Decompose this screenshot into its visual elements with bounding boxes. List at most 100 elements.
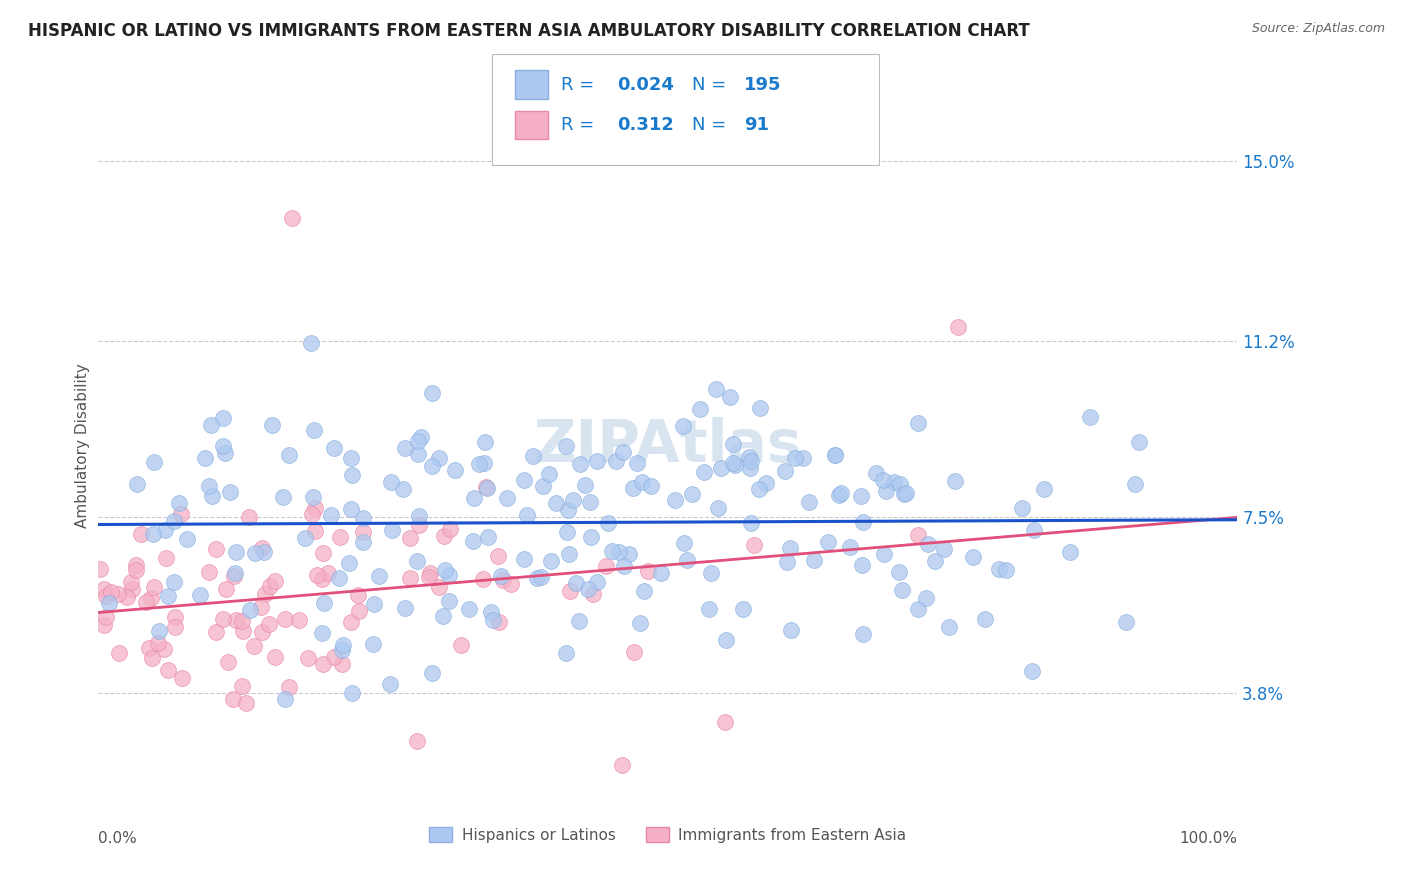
Point — [394, 441, 416, 455]
Point — [332, 639, 354, 653]
Point — [380, 475, 402, 489]
Point — [297, 651, 319, 665]
Point — [107, 646, 129, 660]
Point — [316, 566, 339, 581]
Point — [381, 523, 404, 537]
Point — [875, 483, 897, 498]
Text: N =: N = — [692, 76, 731, 94]
Point — [1059, 545, 1081, 559]
Point — [472, 456, 495, 470]
Point — [824, 448, 846, 462]
Point — [924, 554, 946, 568]
Point — [143, 580, 166, 594]
Point — [883, 475, 905, 490]
Point — [301, 507, 323, 521]
Point — [142, 526, 165, 541]
Point — [724, 458, 747, 473]
Point — [398, 571, 420, 585]
Point — [212, 439, 235, 453]
Point — [238, 603, 260, 617]
Point — [733, 601, 755, 615]
Point — [235, 696, 257, 710]
Point — [294, 531, 316, 545]
Point — [479, 605, 502, 619]
Point — [987, 561, 1010, 575]
Point — [340, 468, 363, 483]
Point — [222, 691, 245, 706]
Point — [740, 516, 762, 530]
Point — [824, 448, 846, 462]
Point — [311, 626, 333, 640]
Point — [205, 624, 228, 639]
Point — [406, 434, 429, 448]
Point — [245, 546, 267, 560]
Point — [163, 514, 186, 528]
Point — [352, 534, 374, 549]
Point — [433, 564, 456, 578]
Point — [212, 411, 235, 425]
Point — [155, 551, 177, 566]
Point — [681, 487, 703, 501]
Point — [689, 402, 711, 417]
Point — [89, 562, 111, 576]
Point — [799, 495, 821, 509]
Point — [135, 595, 157, 609]
Point — [339, 450, 361, 465]
Point — [302, 423, 325, 437]
Point — [907, 417, 929, 431]
Point — [263, 649, 285, 664]
Point — [222, 569, 245, 583]
Point — [304, 501, 326, 516]
Point — [779, 623, 801, 637]
Point — [205, 541, 228, 556]
Point — [323, 441, 346, 455]
Point — [581, 530, 603, 544]
Point — [218, 484, 240, 499]
Point — [432, 608, 454, 623]
Point — [491, 568, 513, 582]
Point — [704, 382, 727, 396]
Point — [422, 385, 444, 400]
Point — [129, 527, 152, 541]
Point — [554, 646, 576, 660]
Point — [516, 508, 538, 522]
Point — [558, 548, 581, 562]
Point — [323, 649, 346, 664]
Point — [755, 475, 778, 490]
Point — [394, 601, 416, 615]
Point — [621, 481, 644, 495]
Point — [586, 575, 609, 590]
Point — [839, 540, 862, 554]
Point — [257, 616, 280, 631]
Point — [631, 475, 654, 490]
Point — [721, 436, 744, 450]
Point — [439, 523, 461, 537]
Point — [146, 636, 169, 650]
Point — [165, 619, 187, 633]
Point — [363, 597, 385, 611]
Point — [347, 604, 370, 618]
Point — [468, 457, 491, 471]
Point — [714, 714, 737, 729]
Point — [93, 582, 115, 597]
Point — [673, 536, 696, 550]
Point — [531, 479, 554, 493]
Point — [304, 524, 326, 538]
Point — [302, 491, 325, 505]
Point — [482, 613, 505, 627]
Point — [889, 477, 911, 491]
Point — [419, 566, 441, 580]
Point — [278, 680, 301, 694]
Point — [138, 640, 160, 655]
Text: 0.0%: 0.0% — [98, 831, 138, 847]
Point — [409, 429, 432, 443]
Point — [612, 444, 634, 458]
Point — [477, 530, 499, 544]
Point — [530, 570, 553, 584]
Point — [250, 541, 273, 555]
Point — [264, 574, 287, 588]
Point — [406, 734, 429, 748]
Legend: Hispanics or Latinos, Immigrants from Eastern Asia: Hispanics or Latinos, Immigrants from Ea… — [423, 821, 912, 848]
Point — [139, 591, 162, 606]
Point — [851, 558, 873, 572]
